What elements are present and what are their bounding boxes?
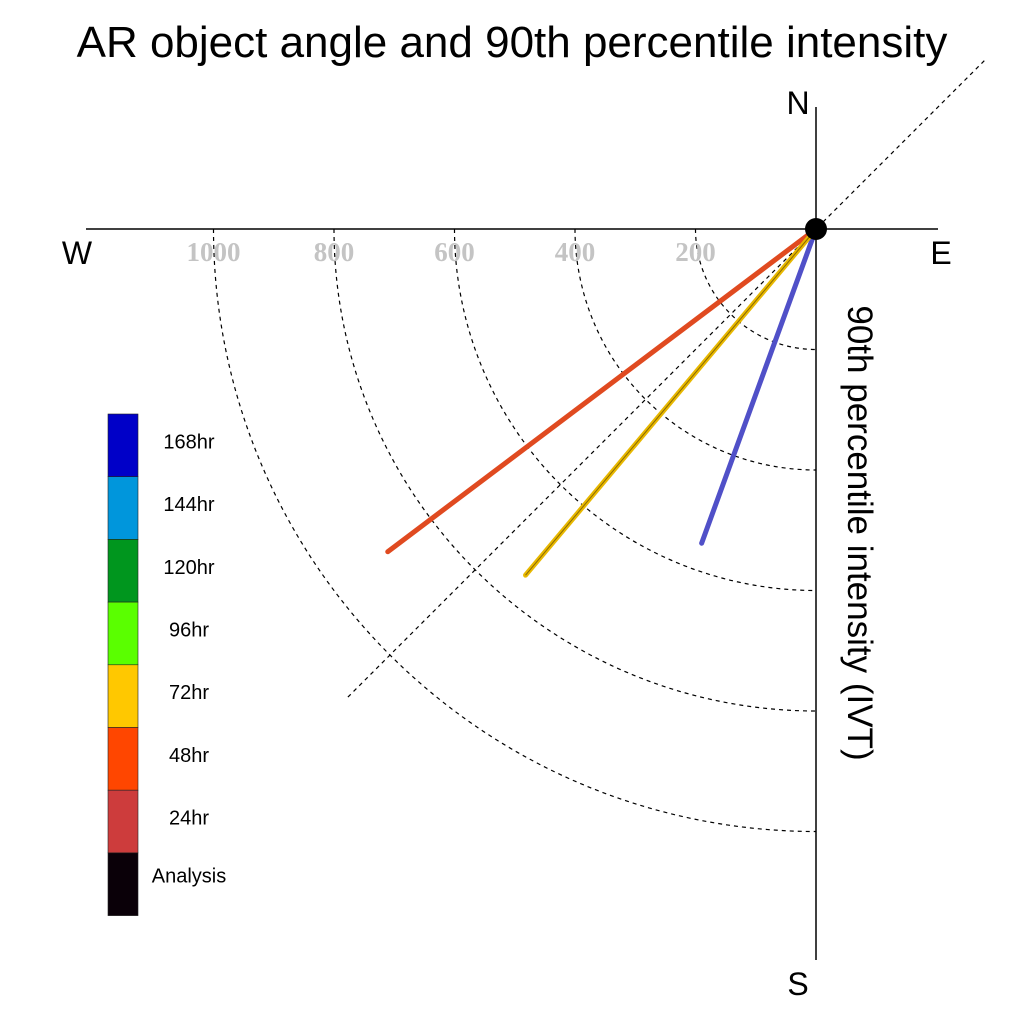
series-line-48hr (385, 226, 819, 555)
tick-label-600: 600 (434, 237, 475, 267)
radial-axis-label: 90th percentile intensity (IVT) (840, 305, 879, 760)
legend-label-120hr: 120hr (163, 557, 214, 579)
compass-west-label: W (62, 235, 93, 271)
grid-arc-200 (694, 228, 817, 351)
legend-swatch-96hr (107, 601, 139, 666)
grid-arc-600 (453, 228, 817, 592)
legend-swatch-144hr (107, 476, 139, 540)
series-line-core-72hr (525, 228, 817, 576)
legend-label-144hr: 144hr (163, 494, 214, 516)
tick-label-1000: 1000 (187, 237, 241, 267)
chart-title: AR object angle and 90th percentile inte… (77, 18, 948, 67)
legend-label-24hr: 24hr (169, 808, 209, 830)
grid-arc-400 (574, 228, 817, 471)
legend-label-72hr: 72hr (169, 682, 209, 704)
tick-label-800: 800 (314, 237, 355, 267)
series-line-168hr (699, 226, 819, 546)
legend-label-analysis: Analysis (152, 865, 226, 887)
tick-label-200: 200 (675, 237, 716, 267)
legend-swatch-72hr (107, 664, 139, 728)
legend-label-96hr: 96hr (169, 619, 209, 641)
radial-tick-labels: 200 400 600 800 1000 (187, 237, 716, 267)
legend-swatch-analysis (107, 852, 139, 916)
compass-east-label: E (930, 235, 951, 271)
compass-south-label: S (787, 966, 808, 1002)
legend: 168hr 144hr 120hr 96hr 72hr 48hr 24hr Analysis (107, 413, 226, 916)
legend-swatch-168hr (107, 413, 139, 478)
tick-label-400: 400 (555, 237, 596, 267)
compass-north-label: N (786, 85, 809, 121)
legend-swatch-48hr (107, 727, 139, 791)
origin-point (805, 218, 827, 240)
legend-label-168hr: 168hr (163, 431, 214, 453)
legend-label-48hr: 48hr (169, 745, 209, 767)
legend-swatch-120hr (107, 539, 139, 603)
direction-guide-line (345, 60, 985, 700)
legend-swatch-24hr (107, 789, 139, 854)
series-lines (385, 226, 819, 578)
